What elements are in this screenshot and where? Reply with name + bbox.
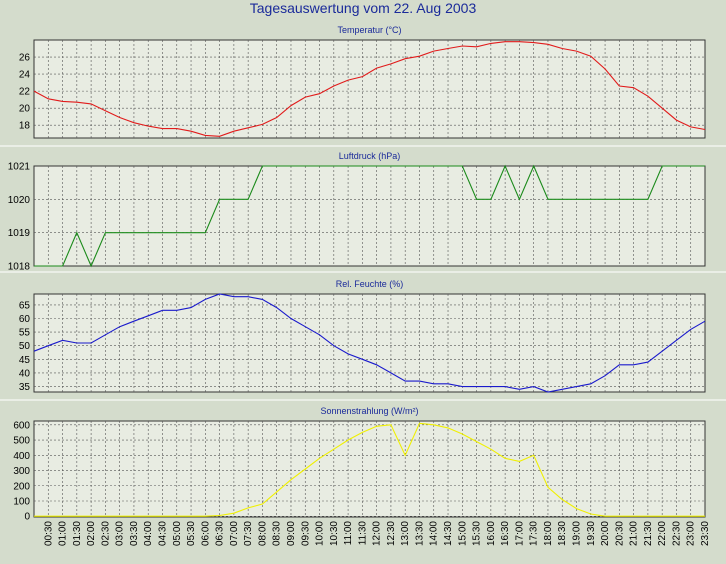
chart-title: Temperatur (°C): [337, 25, 401, 35]
y-tick-label: 55: [19, 328, 31, 339]
x-tick-label: 00:30: [43, 521, 54, 546]
x-tick-label: 20:00: [600, 521, 611, 546]
y-tick-label: 22: [19, 87, 31, 98]
x-tick-label: 04:00: [143, 521, 154, 546]
x-tick-label: 21:00: [629, 521, 640, 546]
x-tick-label: 07:30: [243, 521, 254, 546]
x-tick-label: 03:30: [129, 521, 140, 546]
y-tick-label: 18: [19, 121, 31, 132]
series-line: [34, 422, 705, 517]
x-tick-label: 10:30: [329, 521, 340, 546]
x-tick-label: 19:00: [572, 521, 583, 546]
x-tick-label: 12:00: [372, 521, 383, 546]
y-tick-label: 60: [19, 314, 31, 325]
x-tick-label: 16:00: [486, 521, 497, 546]
x-tick-label: 07:00: [229, 521, 240, 546]
series-line: [33, 293, 706, 393]
y-tick-label: 0: [24, 512, 30, 523]
x-tick-label: 10:00: [315, 521, 326, 546]
x-tick-label: 02:00: [86, 521, 97, 546]
x-tick-label: 08:30: [272, 521, 283, 546]
chart-title: Rel. Feuchte (%): [336, 279, 404, 289]
x-tick-label: 23:30: [700, 521, 711, 546]
plot-area: [33, 420, 706, 518]
plot-area: [33, 39, 706, 139]
y-tick-label: 1021: [8, 162, 31, 173]
x-tick-label: 13:30: [414, 521, 425, 546]
x-tick-label: 15:30: [472, 521, 483, 546]
series-line: [33, 41, 706, 137]
x-tick-label: 16:30: [500, 521, 511, 546]
chart-title: Luftdruck (hPa): [339, 151, 401, 161]
y-tick-label: 20: [19, 104, 31, 115]
y-tick-label: 40: [19, 368, 31, 379]
x-tick-label: 04:30: [157, 521, 168, 546]
x-tick-label: 22:30: [671, 521, 682, 546]
y-tick-label: 35: [19, 382, 31, 393]
x-tick-label: 13:00: [400, 521, 411, 546]
x-tick-label: 01:30: [72, 521, 83, 546]
x-tick-label: 17:30: [529, 521, 540, 546]
x-tick-label: 18:00: [543, 521, 554, 546]
x-tick-label: 15:00: [457, 521, 468, 546]
x-tick-label: 01:00: [58, 521, 69, 546]
x-tick-label: 14:30: [443, 521, 454, 546]
y-tick-label: 300: [13, 466, 30, 477]
y-tick-label: 400: [13, 451, 30, 462]
y-tick-label: 24: [19, 70, 31, 81]
x-tick-label: 12:30: [386, 521, 397, 546]
x-tick-label: 21:30: [643, 521, 654, 546]
y-tick-label: 50: [19, 341, 31, 352]
chart-title: Sonnenstrahlung (W/m²): [320, 406, 418, 416]
y-tick-label: 1019: [8, 228, 31, 239]
page-title: Tagesauswertung vom 22. Aug 2003: [249, 0, 477, 16]
x-tick-label: 20:30: [614, 521, 625, 546]
y-tick-label: 45: [19, 355, 31, 366]
x-tick-label: 09:00: [286, 521, 297, 546]
x-tick-label: 05:00: [172, 521, 183, 546]
x-tick-label: 14:00: [429, 521, 440, 546]
x-tick-label: 18:30: [557, 521, 568, 546]
x-tick-label: 02:30: [100, 521, 111, 546]
x-tick-label: 22:00: [657, 521, 668, 546]
x-tick-label: 05:30: [186, 521, 197, 546]
x-tick-label: 17:00: [514, 521, 525, 546]
x-tick-label: 09:30: [300, 521, 311, 546]
y-tick-label: 600: [13, 420, 30, 431]
x-tick-label: 06:00: [200, 521, 211, 546]
x-tick-label: 19:30: [586, 521, 597, 546]
x-tick-label: 11:30: [357, 521, 368, 546]
x-tick-label: 08:00: [257, 521, 268, 546]
y-tick-label: 500: [13, 436, 30, 447]
x-tick-label: 06:30: [215, 521, 226, 546]
y-tick-label: 1018: [8, 262, 31, 273]
y-tick-label: 1020: [8, 195, 31, 206]
x-tick-label: 23:00: [686, 521, 697, 546]
y-tick-label: 65: [19, 300, 31, 311]
x-tick-label: 11:00: [343, 521, 354, 546]
plot-area: [33, 165, 706, 267]
series-line: [34, 164, 705, 268]
plot-area: [33, 293, 706, 393]
x-tick-label: 03:00: [115, 521, 126, 546]
y-tick-label: 200: [13, 481, 30, 492]
y-tick-label: 26: [19, 53, 31, 64]
y-tick-label: 100: [13, 497, 30, 508]
